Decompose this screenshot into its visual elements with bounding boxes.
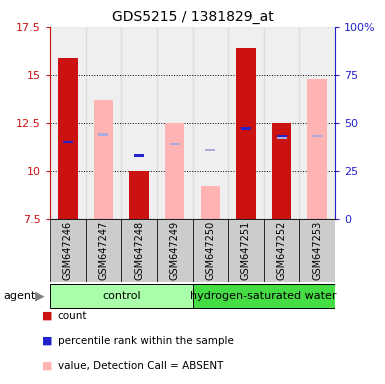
Bar: [272, 123, 291, 219]
Bar: [94, 100, 113, 219]
Text: ■: ■: [42, 311, 53, 321]
Text: GSM647248: GSM647248: [134, 221, 144, 280]
Bar: [85, 27, 121, 219]
Bar: [58, 58, 78, 219]
Text: control: control: [102, 291, 141, 301]
Text: percentile rank within the sample: percentile rank within the sample: [58, 336, 234, 346]
Bar: [50, 283, 192, 308]
Bar: [99, 133, 109, 136]
Bar: [157, 219, 192, 282]
Text: GSM647251: GSM647251: [241, 221, 251, 280]
Bar: [205, 149, 215, 151]
Text: ▶: ▶: [35, 289, 44, 302]
Text: ■: ■: [42, 336, 53, 346]
Bar: [170, 143, 180, 145]
Bar: [307, 79, 327, 219]
Bar: [129, 171, 149, 219]
Text: GSM647250: GSM647250: [205, 221, 215, 280]
Text: GSM647252: GSM647252: [276, 221, 286, 280]
Bar: [85, 219, 121, 282]
Bar: [134, 154, 144, 157]
Bar: [300, 27, 335, 219]
Bar: [312, 135, 322, 137]
Bar: [300, 219, 335, 282]
Bar: [50, 27, 85, 219]
Text: value, Detection Call = ABSENT: value, Detection Call = ABSENT: [58, 361, 223, 371]
Text: GSM647246: GSM647246: [63, 221, 73, 280]
Bar: [264, 27, 300, 219]
Bar: [276, 135, 286, 137]
Bar: [228, 219, 264, 282]
Text: agent: agent: [4, 291, 36, 301]
Bar: [121, 219, 157, 282]
Bar: [264, 219, 300, 282]
Bar: [50, 219, 85, 282]
Text: ■: ■: [42, 361, 53, 371]
Bar: [192, 283, 335, 308]
Bar: [63, 141, 73, 143]
Title: GDS5215 / 1381829_at: GDS5215 / 1381829_at: [112, 10, 273, 25]
Text: GSM647253: GSM647253: [312, 221, 322, 280]
Bar: [121, 27, 157, 219]
Bar: [165, 123, 184, 219]
Text: count: count: [58, 311, 87, 321]
Bar: [201, 186, 220, 219]
Text: hydrogen-saturated water: hydrogen-saturated water: [191, 291, 337, 301]
Bar: [276, 137, 286, 139]
Bar: [157, 27, 192, 219]
Text: GSM647247: GSM647247: [99, 221, 109, 280]
Text: GSM647249: GSM647249: [170, 221, 180, 280]
Bar: [228, 27, 264, 219]
Bar: [236, 48, 256, 219]
Bar: [241, 127, 251, 130]
Bar: [192, 219, 228, 282]
Bar: [192, 27, 228, 219]
